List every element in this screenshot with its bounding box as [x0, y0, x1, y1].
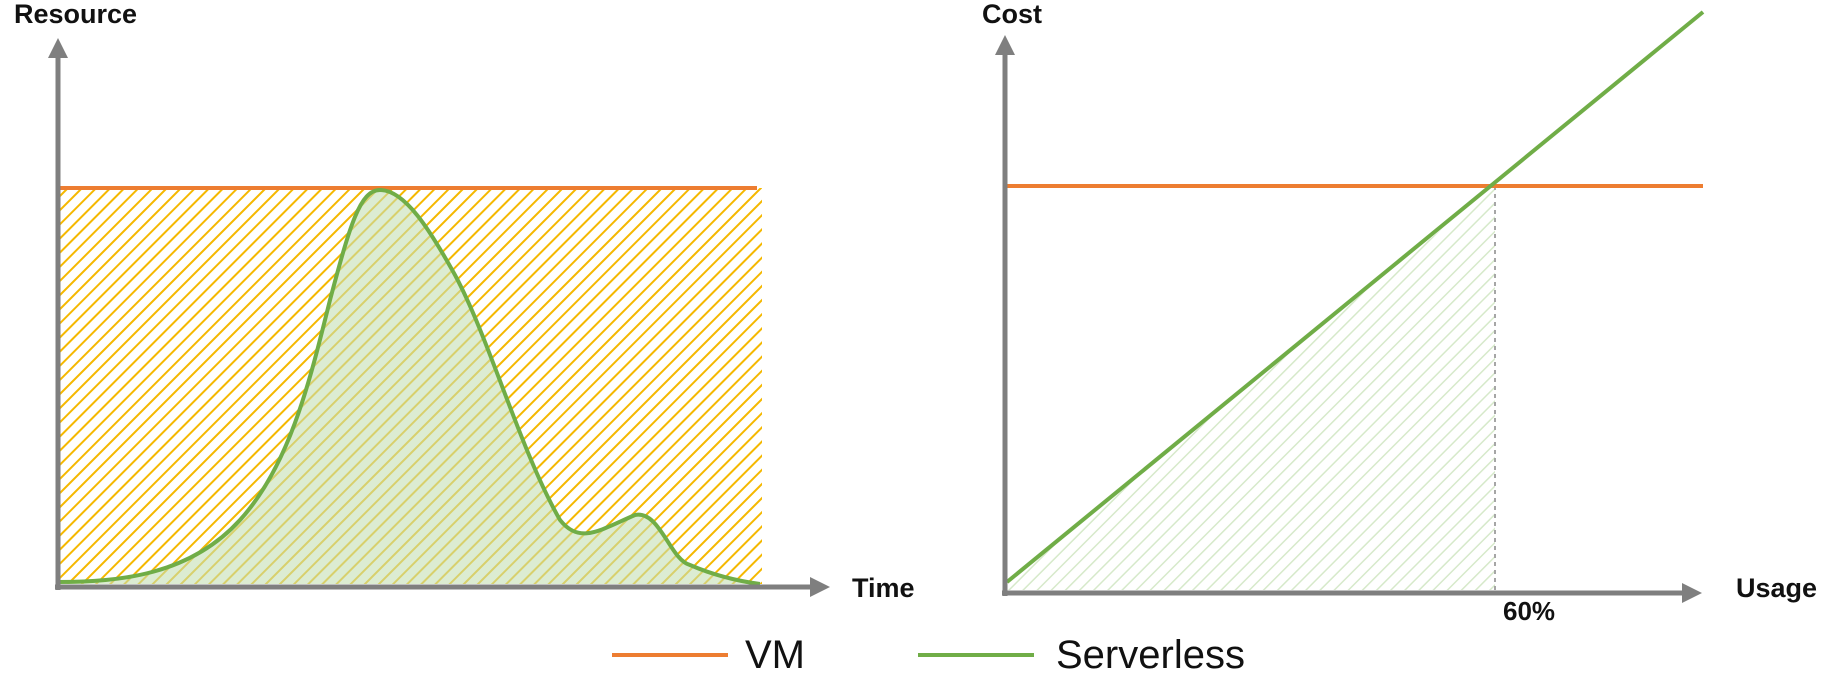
serverless-cost-line	[1005, 10, 1705, 584]
serverless-usage-line	[57, 187, 761, 586]
left-x-axis-label: Time	[852, 573, 915, 603]
right-x-axis-label: Usage	[1736, 573, 1817, 603]
serverless-savings-area	[1007, 186, 1495, 590]
legend-serverless-label: Serverless	[1056, 633, 1245, 677]
legend: VM Serverless	[612, 633, 1245, 677]
breakeven-label: 60%	[1503, 596, 1555, 626]
serverless-usage-area	[58, 190, 760, 584]
legend-vm-label: VM	[745, 633, 805, 677]
left-panel: Resource Time	[14, 0, 915, 603]
left-y-axis-label: Resource	[14, 0, 137, 29]
right-y-axis-label: Cost	[982, 0, 1042, 29]
right-panel: Cost Usage 60%	[982, 0, 1817, 626]
